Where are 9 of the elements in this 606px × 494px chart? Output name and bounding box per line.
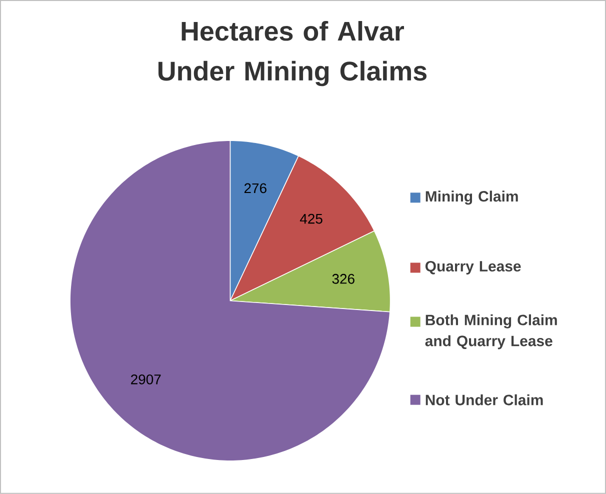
legend-label: Mining Claim <box>426 190 518 205</box>
data-label: 326 <box>332 274 354 284</box>
data-label: 276 <box>244 183 266 194</box>
legend-label: Not Under Claim <box>426 394 543 406</box>
legend-label: Both Mining Claim and Quarry Lease <box>425 314 557 350</box>
data-label: 425 <box>300 214 322 224</box>
legend-label: Quarry Lease <box>425 260 521 275</box>
chart-title: Hectares of Alvar Under Mining Claims <box>158 21 426 86</box>
data-label: 2907 <box>131 374 161 384</box>
